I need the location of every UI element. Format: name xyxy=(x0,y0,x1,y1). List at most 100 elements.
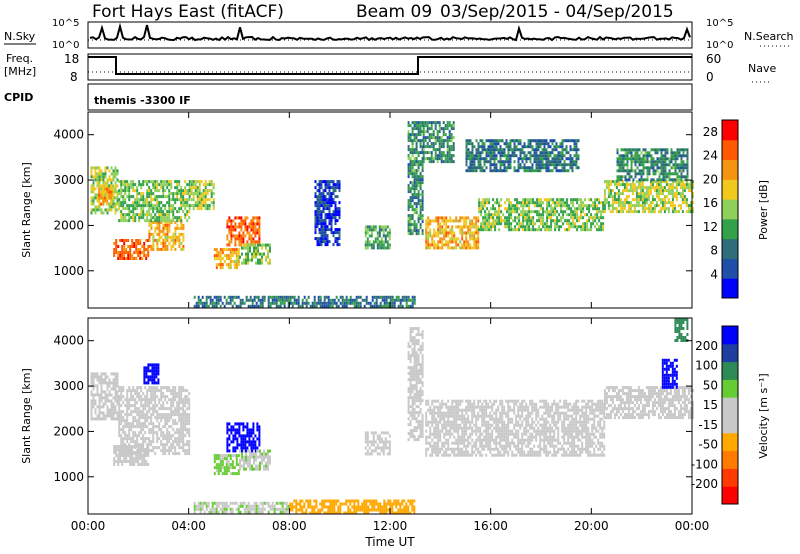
data-cell xyxy=(349,295,352,299)
data-cell xyxy=(108,399,111,403)
data-cell xyxy=(598,228,601,232)
data-cell xyxy=(546,222,549,226)
data-cell xyxy=(467,228,470,232)
data-cell xyxy=(174,216,177,220)
data-cell xyxy=(617,204,620,208)
data-cell xyxy=(118,395,121,399)
data-cell xyxy=(628,148,631,152)
data-cell xyxy=(550,216,553,220)
data-cell xyxy=(131,242,134,245)
data-cell xyxy=(154,398,157,402)
data-cell xyxy=(143,372,146,376)
data-cell xyxy=(123,239,126,242)
data-cell xyxy=(114,405,117,409)
data-cell xyxy=(122,216,125,220)
data-cell xyxy=(164,407,167,411)
data-cell xyxy=(154,401,157,405)
data-cell xyxy=(237,295,240,299)
data-cell xyxy=(245,298,248,302)
data-cell xyxy=(106,384,109,388)
data-cell xyxy=(411,181,414,185)
data-cell xyxy=(389,304,392,308)
data-cell xyxy=(415,196,418,200)
data-cell xyxy=(134,213,137,217)
data-cell xyxy=(326,207,329,211)
data-cell xyxy=(225,254,228,258)
data-cell xyxy=(660,163,663,167)
data-cell xyxy=(162,449,165,453)
data-cell xyxy=(114,396,117,400)
data-cell xyxy=(539,145,542,149)
data-cell xyxy=(657,204,660,208)
data-cell xyxy=(586,225,589,229)
data-cell xyxy=(421,205,424,209)
data-cell xyxy=(499,151,502,155)
data-cell xyxy=(411,208,414,212)
data-cell xyxy=(428,127,431,131)
data-cell xyxy=(552,219,555,223)
data-cell xyxy=(122,180,125,184)
data-cell xyxy=(492,204,495,208)
data-cell xyxy=(110,181,113,185)
data-cell xyxy=(689,189,692,193)
data-cell xyxy=(190,189,193,193)
data-cell xyxy=(685,183,688,187)
data-cell xyxy=(258,222,261,226)
data-cell xyxy=(213,454,216,458)
data-cell xyxy=(411,166,414,170)
data-cell xyxy=(219,295,222,299)
data-cell xyxy=(245,255,247,259)
data-cell xyxy=(477,148,480,152)
data-cell xyxy=(148,192,151,196)
data-cell xyxy=(434,154,437,158)
data-cell xyxy=(336,207,339,211)
data-cell xyxy=(140,410,143,414)
data-cell xyxy=(364,225,367,229)
data-cell xyxy=(146,210,149,214)
data-cell xyxy=(136,201,139,205)
data-cell xyxy=(146,449,149,453)
data-cell xyxy=(198,180,201,184)
data-cell xyxy=(166,186,169,190)
data-cell xyxy=(252,216,255,220)
data-cell xyxy=(681,183,684,187)
data-cell xyxy=(130,449,133,453)
data-cell xyxy=(538,228,541,232)
data-cell xyxy=(106,208,109,212)
data-cell xyxy=(229,260,232,264)
data-cell xyxy=(136,389,139,393)
data-cell xyxy=(419,214,422,218)
data-cell xyxy=(621,189,624,193)
data-cell xyxy=(385,304,388,308)
data-cell xyxy=(653,189,656,193)
data-cell xyxy=(118,404,121,408)
data-cell xyxy=(475,154,478,158)
data-cell xyxy=(439,240,442,244)
data-cell xyxy=(110,184,113,188)
data-cell xyxy=(134,443,137,447)
data-cell xyxy=(150,247,153,251)
data-cell xyxy=(513,160,516,164)
data-cell xyxy=(96,193,99,197)
data-cell xyxy=(551,157,554,161)
data-cell xyxy=(150,207,153,211)
data-cell xyxy=(318,240,321,244)
data-cell xyxy=(126,186,129,190)
colorbar-frame xyxy=(721,119,739,299)
data-cell xyxy=(180,401,183,405)
data-cell xyxy=(621,180,624,184)
data-cell xyxy=(673,180,676,184)
data-cell xyxy=(341,304,344,308)
data-cell xyxy=(314,213,317,217)
data-cell xyxy=(675,210,678,214)
data-cell xyxy=(675,180,678,184)
data-cell xyxy=(465,154,468,158)
data-cell xyxy=(174,232,177,236)
data-cell xyxy=(640,157,643,161)
data-cell xyxy=(108,193,111,197)
data-cell xyxy=(684,154,687,158)
data-cell xyxy=(316,195,319,199)
data-cell xyxy=(635,210,638,214)
data-cell xyxy=(132,186,135,190)
data-cell xyxy=(138,410,141,414)
